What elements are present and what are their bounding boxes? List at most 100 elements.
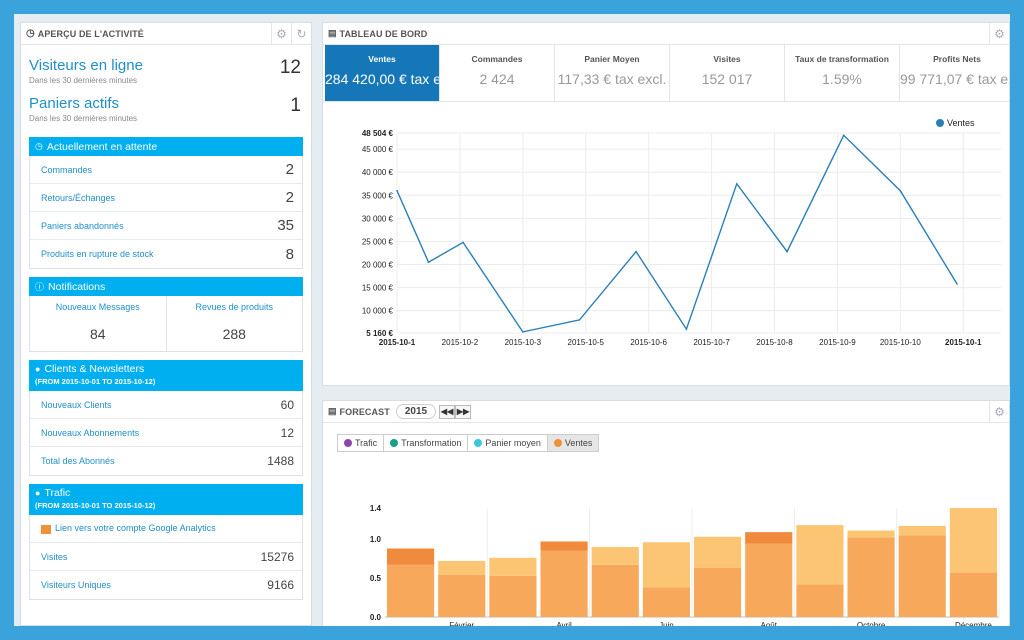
online-visitors-sub: Dans les 30 dernières minutes (29, 76, 138, 85)
item-label[interactable]: Retours/Échanges (41, 192, 116, 203)
traffic-dot (344, 439, 352, 447)
toggle-label: Ventes (564, 438, 593, 448)
item-value: 9166 (267, 578, 294, 592)
x-tick-label: Octobre (857, 621, 886, 626)
item-label[interactable]: Nouveaux Clients (41, 399, 112, 410)
list-item[interactable]: Commandes 2 (30, 156, 302, 184)
x-tick-label: 2015-10-9 (819, 338, 856, 347)
item-label[interactable]: Visites (41, 551, 68, 562)
bar-actual (949, 572, 997, 617)
clients-title: Clients & Newsletters (44, 363, 145, 375)
tab-average-cart[interactable]: Panier Moyen 117,33 € tax excl. (555, 45, 670, 101)
tab-label: Taux de transformation (795, 54, 889, 64)
tab-value: 99 771,07 € tax excl. (900, 71, 1009, 87)
bar-forecast (745, 532, 793, 544)
toggle-conversion[interactable]: Transformation (384, 434, 469, 452)
list-item[interactable]: Visiteurs Uniques 9166 (30, 571, 302, 599)
bar-forecast (847, 530, 895, 538)
notifications-section: ⓘ Notifications Nouveaux Messages 84 Rev… (29, 277, 303, 352)
new-messages-label[interactable]: Nouveaux Messages (55, 302, 140, 312)
new-messages[interactable]: Nouveaux Messages 84 (30, 296, 166, 351)
toggle-average-cart[interactable]: Panier moyen (468, 434, 548, 452)
item-label[interactable]: Total des Abonnés (41, 456, 115, 466)
active-carts-sub: Dans les 30 dernières minutes (29, 114, 138, 123)
gear-icon[interactable]: ⚙ (271, 23, 291, 45)
tab-conversion[interactable]: Taux de transformation 1.59% (785, 45, 900, 101)
tab-orders[interactable]: Commandes 2 424 (440, 45, 555, 101)
data-point (899, 189, 902, 192)
toggle-label: Transformation (401, 438, 462, 448)
item-value: 8 (285, 245, 294, 263)
tab-sales[interactable]: Ventes 284 420,00 € tax excl. (325, 45, 440, 101)
activity-header: ◷ Aperçu de l'activité (21, 23, 311, 45)
chart-icon: ▤ (328, 28, 337, 38)
item-value: 1488 (267, 454, 294, 468)
notifications-grid: Nouveaux Messages 84 Revues de produits … (29, 296, 303, 352)
y-tick-label: 48 504 € (362, 129, 394, 138)
list-item[interactable]: Retours/Échanges 2 (30, 184, 302, 212)
tab-label: Panier Moyen (584, 54, 640, 64)
x-tick-label: 2015-10-1 (379, 338, 416, 347)
refresh-icon[interactable]: ↻ (291, 23, 311, 45)
product-reviews-label[interactable]: Revues de produits (195, 302, 274, 312)
active-carts-label[interactable]: Paniers actifs (29, 95, 120, 112)
notifications-header: ⓘ Notifications (29, 277, 303, 296)
clients-range: (FROM 2015-10-01 TO 2015-10-12) (35, 377, 156, 386)
item-value: 2 (285, 161, 294, 178)
item-label[interactable]: Commandes (41, 164, 93, 175)
data-point (735, 182, 738, 185)
year-selector[interactable]: 2015 (395, 404, 437, 419)
list-item[interactable]: Paniers abandonnés 35 (30, 212, 302, 240)
tab-visits[interactable]: Visites 152 017 (670, 45, 785, 101)
prev-year-icon[interactable]: ◀◀ (439, 404, 456, 419)
dashboard-tools: ⚙ (989, 23, 1009, 45)
item-value: 35 (277, 217, 294, 234)
list-item[interactable]: Total des Abonnés 1488 (30, 447, 302, 475)
list-item[interactable]: Nouveaux Clients 60 (30, 391, 302, 419)
y-tick-label: 10 000 € (362, 307, 394, 316)
gear-icon[interactable]: ⚙ (989, 23, 1009, 45)
dashboard-title: Tableau de bord (339, 28, 428, 39)
product-reviews[interactable]: Revues de produits 288 (165, 296, 303, 351)
list-item[interactable]: Produits en rupture de stock 8 (30, 240, 302, 268)
tab-label: Commandes (471, 54, 523, 64)
traffic-range: (FROM 2015-10-01 TO 2015-10-12) (35, 501, 156, 510)
toggle-traffic[interactable]: Trafic (337, 434, 385, 452)
y-tick-label: 40 000 € (362, 168, 394, 177)
item-label[interactable]: Produits en rupture de stock (41, 249, 154, 259)
y-tick-label: 1.4 (370, 504, 382, 513)
bar-forecast (489, 557, 537, 576)
next-year-icon[interactable]: ▶▶ (455, 404, 472, 419)
pending-section: ◷ Actuellement en attente Commandes 2 Ret… (29, 137, 303, 269)
pending-header: ◷ Actuellement en attente (29, 137, 303, 156)
online-visitors-value: 12 (279, 57, 301, 78)
bar-actual (796, 584, 844, 617)
y-tick-label: 5 160 € (366, 329, 393, 338)
sales-line (396, 134, 958, 333)
item-label[interactable]: Paniers abandonnés (41, 220, 124, 231)
tab-net-profit[interactable]: Profits Nets 99 771,07 € tax excl. (900, 45, 1009, 101)
toggle-label: Trafic (355, 438, 378, 448)
bar-actual (847, 537, 895, 617)
clients-list: Nouveaux Clients 60 Nouveaux Abonnements 1… (29, 391, 303, 476)
item-label[interactable]: Visiteurs Uniques (41, 580, 111, 590)
kpi-tabs: Ventes 284 420,00 € tax excl. Commandes 2 … (323, 45, 1009, 102)
analytics-link-row[interactable]: Lien vers votre compte Google Analytics (30, 515, 302, 543)
y-tick-label: 45 000 € (362, 145, 394, 154)
activity-panel: ◷ Aperçu de l'activité ⚙ ↻ Visiteurs en … (20, 22, 312, 626)
data-point (396, 189, 398, 192)
list-item[interactable]: Nouveaux Abonnements 12 (30, 419, 302, 447)
toggle-sales[interactable]: Ventes (547, 434, 600, 452)
item-label[interactable]: Nouveaux Abonnements (41, 427, 140, 438)
list-item[interactable]: Visites 15276 (30, 543, 302, 571)
tab-label: Ventes (368, 54, 396, 64)
x-tick-label: 2015-10-3 (505, 338, 542, 347)
x-tick-label: Août (761, 621, 778, 626)
analytics-link[interactable]: Lien vers votre compte Google Analytics (55, 523, 216, 534)
toggle-label: Panier moyen (485, 438, 541, 448)
forecast-title: Forecast (339, 406, 390, 417)
forecast-tools: ⚙ (989, 401, 1009, 423)
online-visitors-label[interactable]: Visiteurs en ligne (29, 57, 143, 74)
traffic-title: Trafic (44, 487, 71, 499)
gear-icon[interactable]: ⚙ (989, 401, 1009, 423)
